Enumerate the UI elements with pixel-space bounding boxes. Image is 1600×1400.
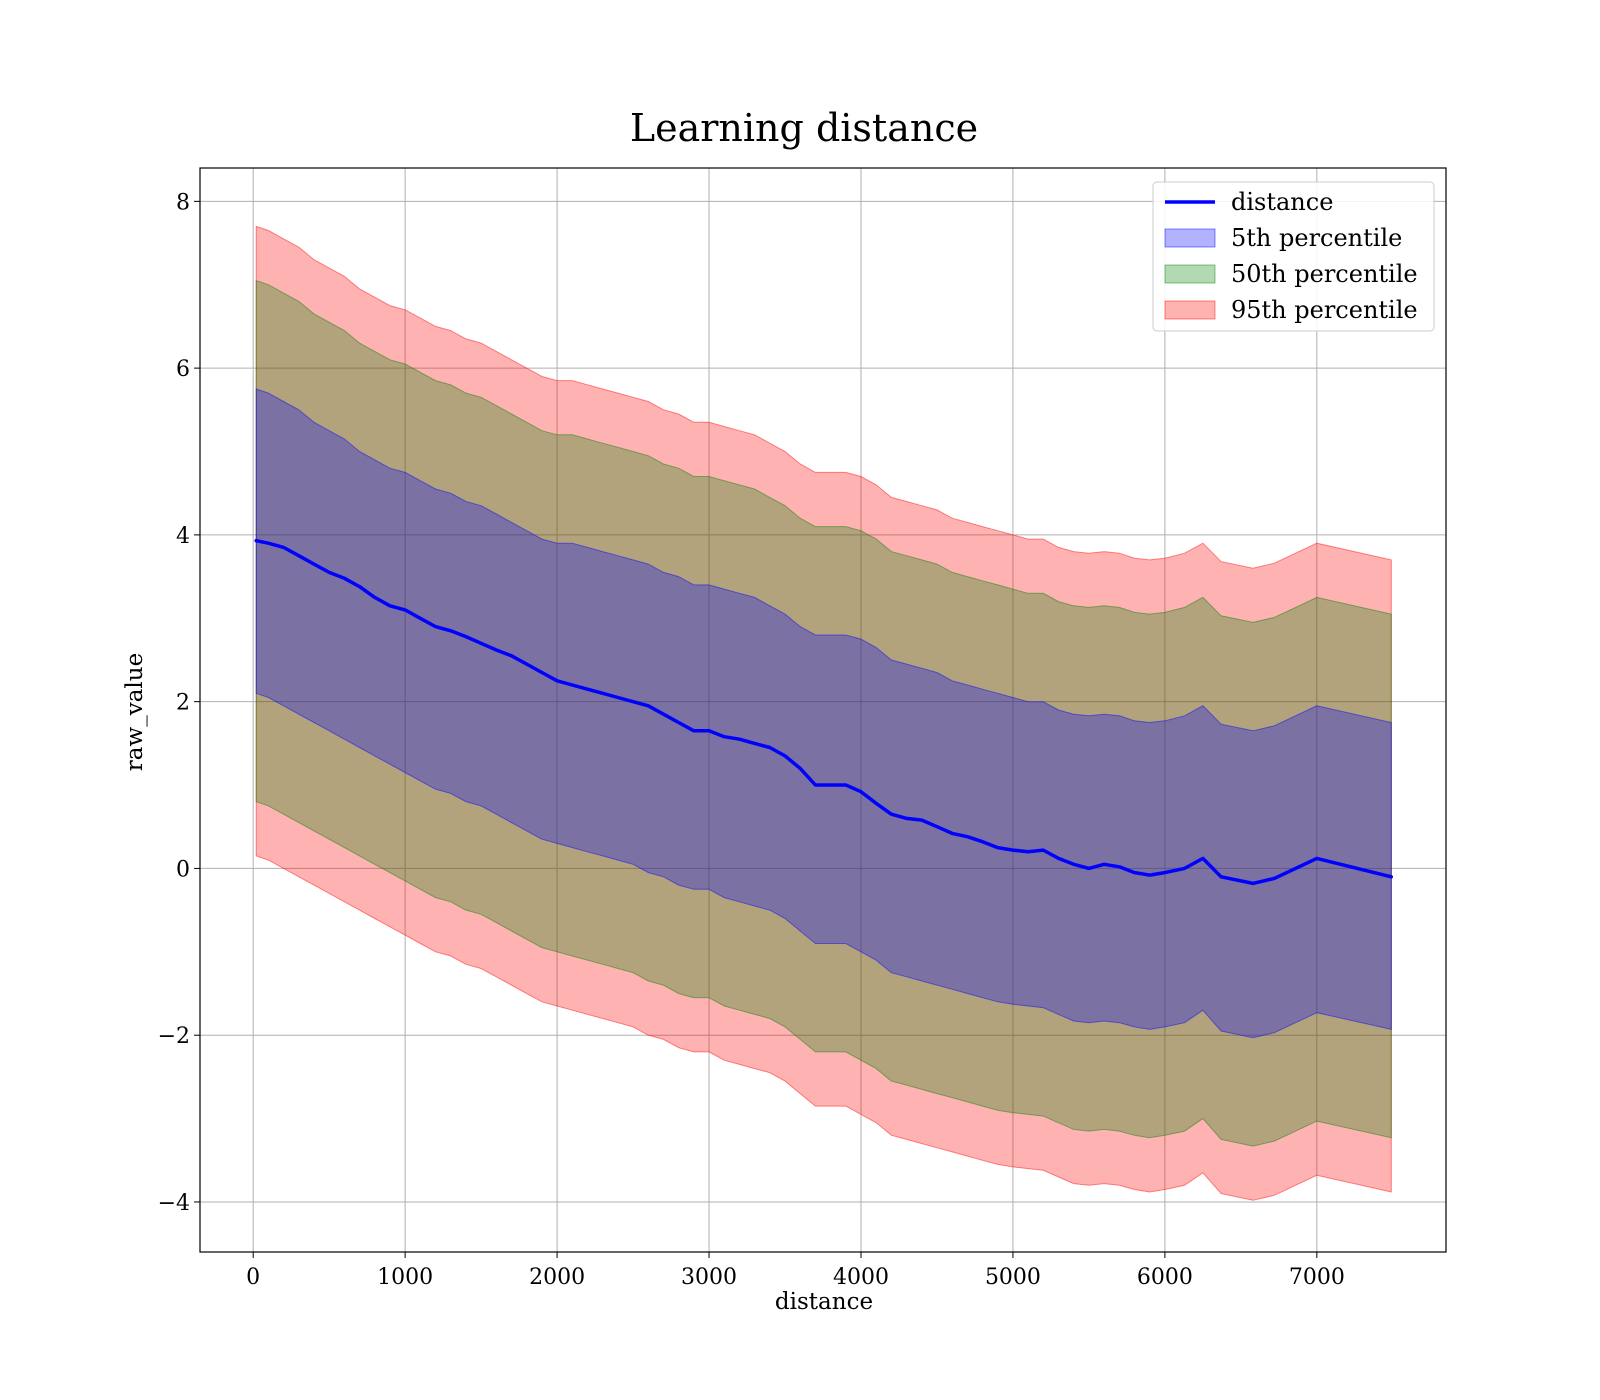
y-tick-label: 2 — [176, 691, 190, 716]
legend-patch-swatch — [1164, 300, 1216, 320]
y-tick-label: 6 — [176, 357, 190, 382]
grid — [200, 168, 1446, 1252]
x-tick-label: 2000 — [529, 1265, 585, 1290]
x-tick-label: 3000 — [681, 1265, 737, 1290]
legend-patch-swatch — [1164, 228, 1216, 248]
chart-title: Learning distance — [630, 106, 978, 150]
percentile-band — [255, 388, 1392, 1039]
x-tick-label: 6000 — [1137, 1265, 1193, 1290]
legend-patch-swatch — [1164, 264, 1216, 284]
x-tick-label: 1000 — [377, 1265, 433, 1290]
axis-ticks: 0 1000 2000 3000 4000 5000 6000 7000 −4 −2 0 2 4 6 8 — [158, 190, 1345, 1290]
legend-label: 5th percentile — [1231, 224, 1402, 252]
x-tick-label: 0 — [246, 1265, 260, 1290]
distance-line — [254, 538, 1394, 886]
y-tick-label: 0 — [176, 857, 190, 882]
y-tick-label: −4 — [158, 1191, 190, 1216]
y-tick-label: −2 — [158, 1024, 190, 1049]
y-tick-label: 8 — [176, 190, 190, 215]
legend-label: distance — [1231, 188, 1333, 216]
percentile-band — [255, 225, 1392, 1201]
legend-label: 95th percentile — [1231, 296, 1418, 324]
x-tick-label: 4000 — [833, 1265, 889, 1290]
legend-box — [1152, 181, 1435, 332]
y-axis-label: raw_value — [122, 653, 148, 771]
legend-label: 50th percentile — [1231, 260, 1418, 288]
legend: distance 5th percentile 50th percentile 95t… — [1152, 181, 1435, 332]
distance-series — [254, 538, 1394, 886]
x-tick-label: 7000 — [1289, 1265, 1345, 1290]
x-axis-label: distance — [775, 1289, 873, 1315]
percentile-bands — [255, 225, 1392, 1201]
y-tick-label: 4 — [176, 524, 190, 549]
plot-area-frame — [199, 167, 1447, 1253]
percentile-band — [255, 279, 1392, 1147]
x-tick-label: 5000 — [985, 1265, 1041, 1290]
